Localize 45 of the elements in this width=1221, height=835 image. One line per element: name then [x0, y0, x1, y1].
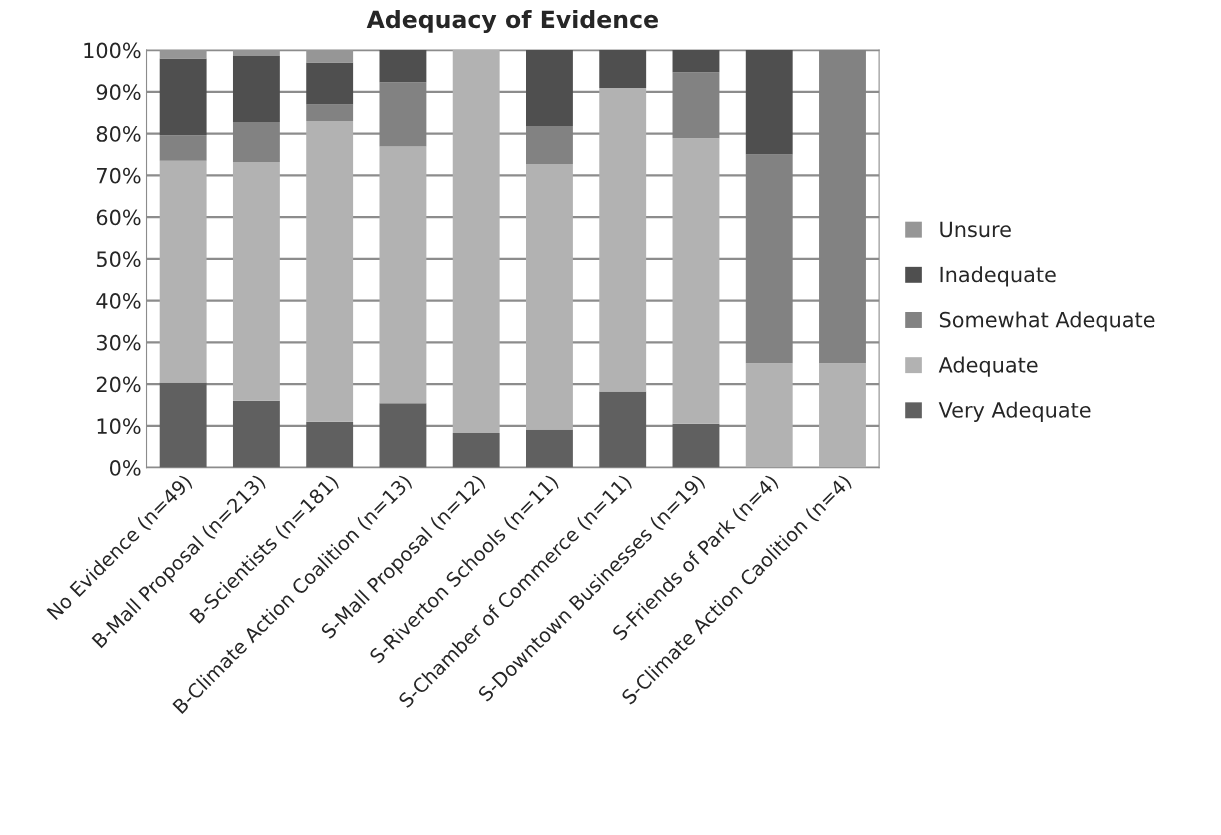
- y-tick-label: 40%: [96, 293, 141, 309]
- bar: [452, 50, 500, 433]
- bar: [232, 55, 280, 122]
- bar: [599, 50, 647, 89]
- y-tick-label: 90%: [96, 84, 141, 101]
- y-tick-label: 10%: [97, 418, 141, 435]
- bar: [745, 50, 793, 155]
- bar: [159, 382, 207, 468]
- bar: [379, 403, 427, 468]
- y-tick-label: 30%: [96, 334, 141, 351]
- bar: [232, 400, 280, 468]
- bar: [159, 135, 207, 161]
- bar: [526, 164, 573, 430]
- bar: [306, 62, 354, 105]
- y-tick-label: 60%: [96, 209, 141, 226]
- chart-title: Adequacy of Evidence: [366, 9, 658, 33]
- bar: [379, 50, 427, 83]
- bar: [379, 146, 427, 404]
- bar: [819, 363, 866, 468]
- bar: [306, 421, 354, 468]
- bar: [745, 363, 793, 468]
- bar: [599, 391, 647, 468]
- bar: [232, 161, 280, 401]
- bar: [526, 50, 573, 127]
- legend-label: Unsure: [940, 221, 1011, 238]
- bar: [599, 88, 647, 392]
- legend-label: Very Adequate: [938, 401, 1091, 422]
- bar: [526, 429, 573, 468]
- bar: [306, 104, 354, 122]
- bar: [672, 138, 720, 424]
- y-tick-label: 80%: [96, 126, 141, 142]
- bar: [452, 432, 500, 468]
- legend-label: Adequate: [938, 356, 1038, 377]
- legend-label: Somewhat Adequate: [939, 311, 1155, 332]
- legend-label: Inadequate: [940, 266, 1056, 287]
- y-tick-label: 0%: [109, 460, 141, 476]
- bar: [306, 121, 354, 422]
- bar: [159, 58, 207, 136]
- bar: [159, 160, 207, 383]
- bar: [672, 50, 720, 73]
- y-tick-label: 50%: [96, 251, 141, 268]
- y-tick-label: 20%: [96, 376, 141, 393]
- y-tick-label: 100%: [84, 42, 141, 59]
- y-tick-label: 70%: [97, 167, 141, 184]
- bar: [672, 423, 720, 468]
